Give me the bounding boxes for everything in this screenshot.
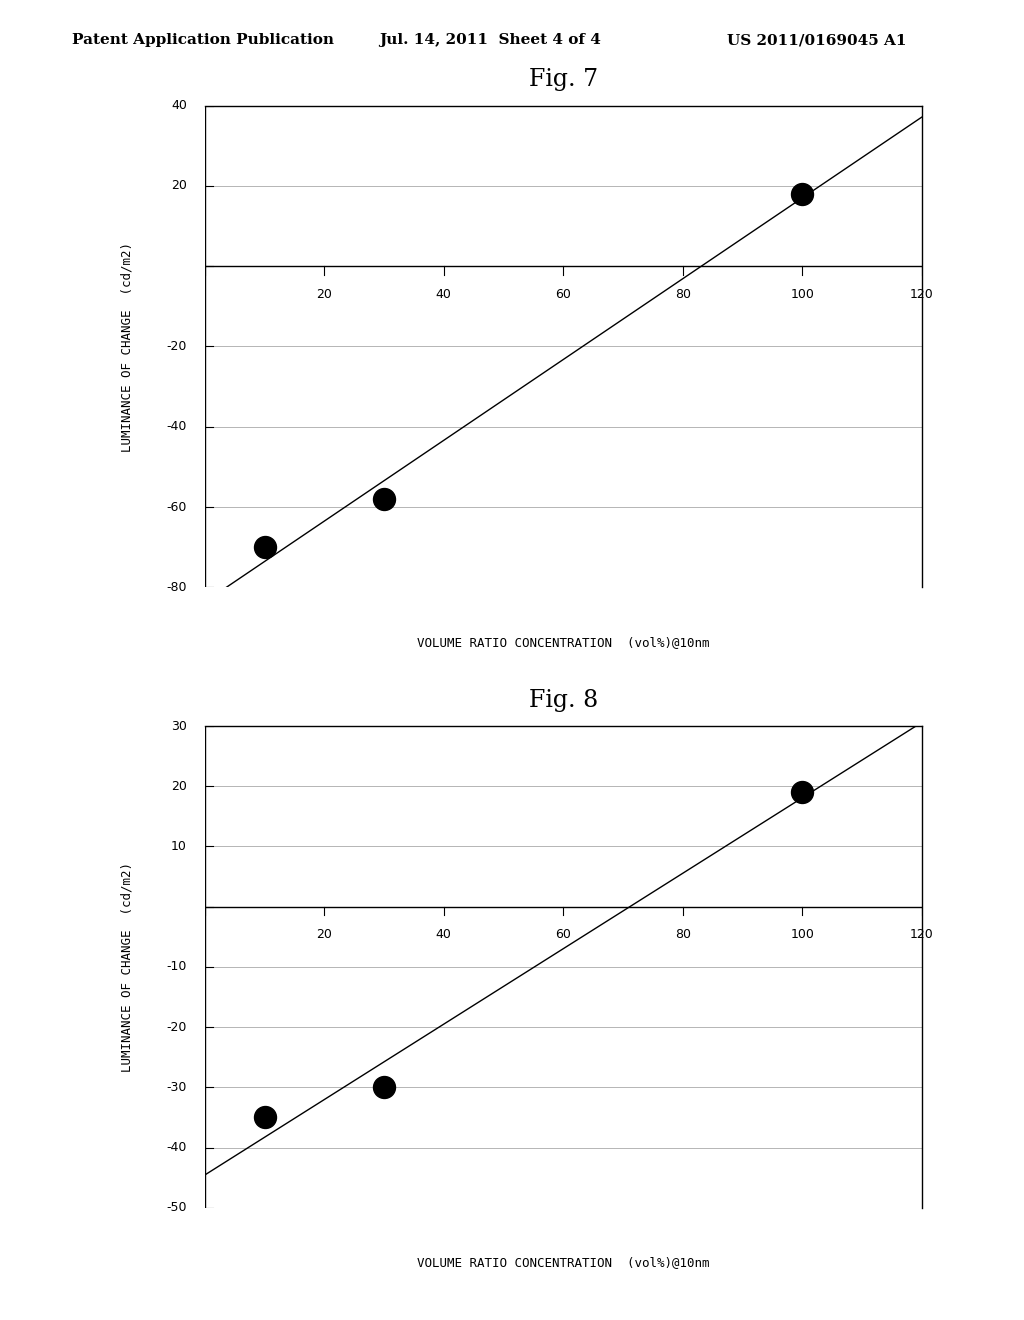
Text: -40: -40 [167, 420, 187, 433]
Text: -60: -60 [167, 500, 187, 513]
Text: 80: 80 [675, 288, 690, 301]
Text: -50: -50 [166, 1201, 187, 1214]
Text: LUMINANCE OF CHANGE  (cd/m2): LUMINANCE OF CHANGE (cd/m2) [120, 242, 133, 451]
Text: 40: 40 [436, 928, 452, 941]
Text: 120: 120 [909, 928, 934, 941]
Text: 20: 20 [316, 928, 332, 941]
Text: 10: 10 [171, 840, 187, 853]
Text: -30: -30 [167, 1081, 187, 1094]
Point [256, 537, 272, 558]
Text: 100: 100 [791, 928, 814, 941]
Text: 40: 40 [436, 288, 452, 301]
Text: -20: -20 [167, 341, 187, 352]
Text: 120: 120 [909, 288, 934, 301]
Text: VOLUME RATIO CONCENTRATION  (vol%)@10nm: VOLUME RATIO CONCENTRATION (vol%)@10nm [417, 635, 710, 648]
Text: Jul. 14, 2011  Sheet 4 of 4: Jul. 14, 2011 Sheet 4 of 4 [379, 33, 601, 48]
Text: 20: 20 [171, 180, 187, 193]
Text: 60: 60 [555, 928, 571, 941]
Title: Fig. 7: Fig. 7 [528, 69, 598, 91]
Text: -20: -20 [167, 1020, 187, 1034]
Point [794, 183, 810, 205]
Point [376, 1077, 392, 1098]
Text: -40: -40 [167, 1140, 187, 1154]
Text: Patent Application Publication: Patent Application Publication [72, 33, 334, 48]
Text: 40: 40 [171, 99, 187, 112]
Title: Fig. 8: Fig. 8 [528, 689, 598, 711]
Text: VOLUME RATIO CONCENTRATION  (vol%)@10nm: VOLUME RATIO CONCENTRATION (vol%)@10nm [417, 1257, 710, 1269]
Text: 80: 80 [675, 928, 690, 941]
Text: LUMINANCE OF CHANGE  (cd/m2): LUMINANCE OF CHANGE (cd/m2) [120, 862, 133, 1072]
Text: 20: 20 [316, 288, 332, 301]
Text: -80: -80 [166, 581, 187, 594]
Text: 100: 100 [791, 288, 814, 301]
Text: 20: 20 [171, 780, 187, 793]
Point [256, 1107, 272, 1129]
Point [794, 781, 810, 803]
Text: US 2011/0169045 A1: US 2011/0169045 A1 [727, 33, 906, 48]
Text: -10: -10 [167, 961, 187, 973]
Text: 60: 60 [555, 288, 571, 301]
Point [376, 488, 392, 510]
Text: 30: 30 [171, 719, 187, 733]
